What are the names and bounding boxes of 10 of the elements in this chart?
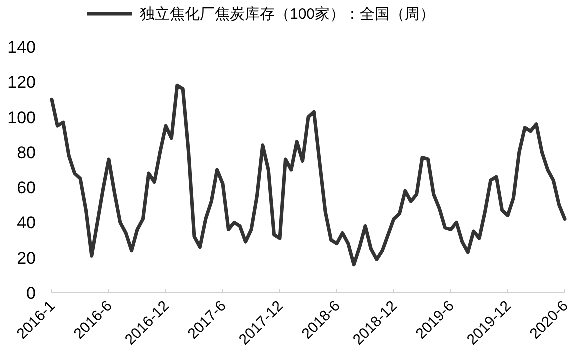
y-tick-label: 60 bbox=[17, 178, 36, 198]
y-tick-label: 120 bbox=[8, 73, 36, 92]
y-tick-label: 140 bbox=[8, 38, 36, 57]
y-tick-label: 80 bbox=[17, 143, 36, 162]
legend-label: 独立焦化厂焦炭库存（100家）：全国（周） bbox=[140, 6, 436, 23]
y-tick-label: 40 bbox=[17, 214, 36, 233]
y-tick-label: 20 bbox=[17, 248, 36, 268]
line-series bbox=[50, 84, 567, 267]
y-tick-label: 100 bbox=[8, 108, 36, 128]
y-tick-label: 0 bbox=[26, 284, 36, 303]
